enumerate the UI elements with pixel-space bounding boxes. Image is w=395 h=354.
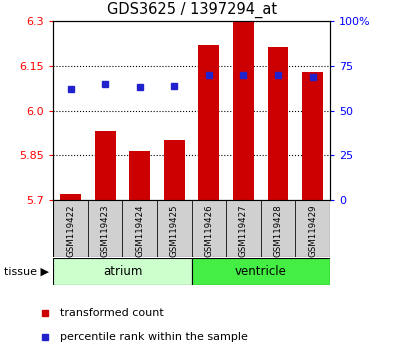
Text: GSM119422: GSM119422 [66, 205, 75, 257]
Bar [268, 47, 288, 200]
Text: GSM119424: GSM119424 [135, 205, 144, 257]
Bar [122, 200, 157, 257]
Text: GSM119428: GSM119428 [273, 205, 282, 257]
Bar [295, 200, 330, 257]
Bar [302, 72, 323, 200]
Bar [199, 45, 219, 200]
Bar [233, 21, 254, 200]
Text: percentile rank within the sample: percentile rank within the sample [60, 332, 248, 342]
Text: GSM119427: GSM119427 [239, 205, 248, 257]
Title: GDS3625 / 1397294_at: GDS3625 / 1397294_at [107, 2, 276, 18]
Text: atrium: atrium [103, 265, 142, 278]
Text: GSM119423: GSM119423 [101, 205, 110, 257]
Bar [88, 200, 122, 257]
Text: transformed count: transformed count [60, 308, 164, 318]
Bar [261, 200, 295, 257]
Bar [95, 131, 116, 200]
Bar [164, 141, 185, 200]
Text: GSM119426: GSM119426 [204, 205, 213, 257]
Bar [60, 194, 81, 200]
Text: ventricle: ventricle [235, 265, 287, 278]
Text: GSM119425: GSM119425 [170, 205, 179, 257]
Bar [192, 258, 330, 285]
Bar [192, 200, 226, 257]
Text: tissue ▶: tissue ▶ [4, 267, 49, 277]
Bar [157, 200, 192, 257]
Bar [130, 151, 150, 200]
Bar [53, 258, 192, 285]
Text: GSM119429: GSM119429 [308, 205, 317, 257]
Bar [53, 200, 88, 257]
Bar [226, 200, 261, 257]
